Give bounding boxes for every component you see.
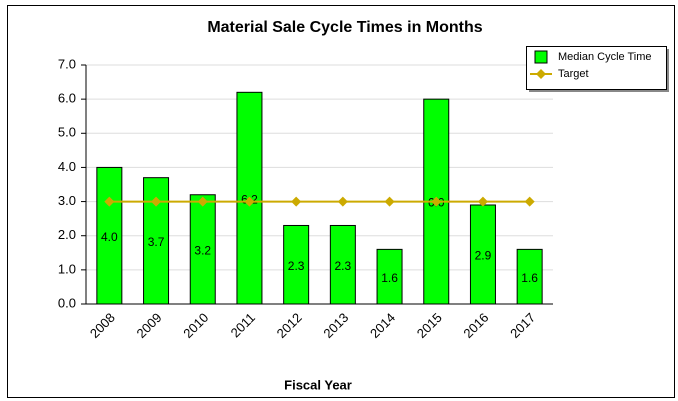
target-marker [151,196,162,207]
bar-value-label: 2.3 [335,259,352,273]
target-marker [104,196,115,207]
y-tick-label: 4.0 [58,159,76,174]
legend-label: Median Cycle Time [558,51,652,63]
target-marker [477,196,488,207]
target-marker [291,196,302,207]
target-marker [524,196,535,207]
x-axis-label: Fiscal Year [284,377,352,392]
bar [469,204,496,305]
bar-value-label: 4.0 [101,230,118,244]
chart-title: Material Sale Cycle Times in Months [207,19,482,36]
y-tick-label: 2.0 [58,227,76,242]
bar [329,224,356,305]
target-marker [337,196,348,207]
bar [376,248,403,305]
target-marker [244,196,255,207]
target-marker [431,196,442,207]
y-tick-label: 3.0 [58,193,76,208]
bar [516,248,543,305]
legend-label: Target [558,68,589,80]
bar [189,194,216,305]
target-marker [384,196,395,207]
bar [283,224,310,305]
y-tick-label: 7.0 [58,56,76,71]
y-tick-label: 5.0 [58,125,76,140]
y-tick-label: 1.0 [58,261,76,276]
legend-swatch [534,50,548,64]
legend [526,46,667,90]
y-tick-label: 6.0 [58,91,76,106]
bar-value-label: 1.6 [521,271,538,285]
bar [143,177,170,305]
bar [96,166,123,305]
bar-value-label: 1.6 [381,271,398,285]
target-marker [197,196,208,207]
bar-value-label: 2.9 [475,249,492,263]
bar-value-label: 3.2 [194,244,211,258]
legend-marker [536,69,546,79]
y-tick-label: 0.0 [58,295,76,310]
bar-value-label: 3.7 [148,235,165,249]
bar-value-label: 2.3 [288,259,305,273]
